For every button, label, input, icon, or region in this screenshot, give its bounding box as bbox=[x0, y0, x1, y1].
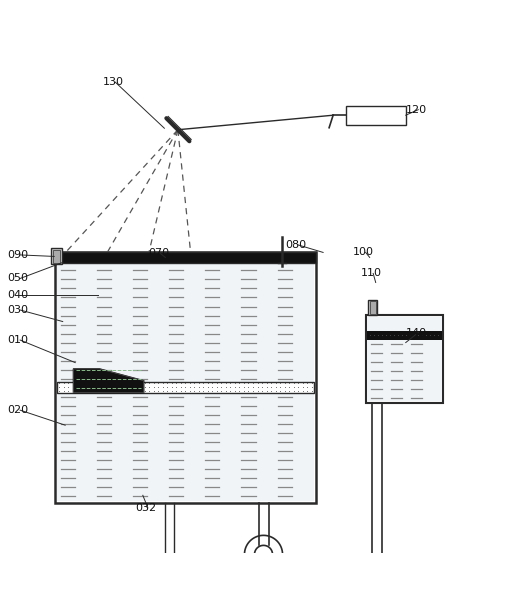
Bar bbox=[345, 106, 406, 125]
Bar bbox=[57, 382, 314, 393]
Bar bbox=[369, 301, 376, 313]
Text: 010: 010 bbox=[8, 335, 29, 345]
Text: 090: 090 bbox=[8, 250, 29, 260]
Text: 020: 020 bbox=[8, 405, 29, 415]
Bar bbox=[366, 315, 443, 403]
Text: 110: 110 bbox=[361, 269, 382, 278]
Bar bbox=[55, 252, 316, 263]
Text: 032: 032 bbox=[135, 503, 156, 513]
Bar bbox=[53, 250, 60, 263]
Bar bbox=[367, 316, 442, 401]
Bar bbox=[367, 330, 442, 339]
Bar bbox=[57, 254, 314, 502]
Text: 030: 030 bbox=[8, 305, 29, 315]
Text: 080: 080 bbox=[286, 240, 307, 250]
Text: 050: 050 bbox=[8, 273, 29, 284]
Text: 070: 070 bbox=[148, 249, 169, 258]
Bar bbox=[55, 252, 316, 503]
Text: 120: 120 bbox=[406, 105, 427, 115]
Bar bbox=[51, 249, 62, 264]
Text: 040: 040 bbox=[8, 290, 29, 300]
Polygon shape bbox=[74, 369, 144, 393]
Text: 140: 140 bbox=[406, 327, 427, 338]
Text: 100: 100 bbox=[353, 247, 374, 257]
Bar bbox=[368, 300, 377, 315]
Text: 130: 130 bbox=[103, 77, 124, 87]
